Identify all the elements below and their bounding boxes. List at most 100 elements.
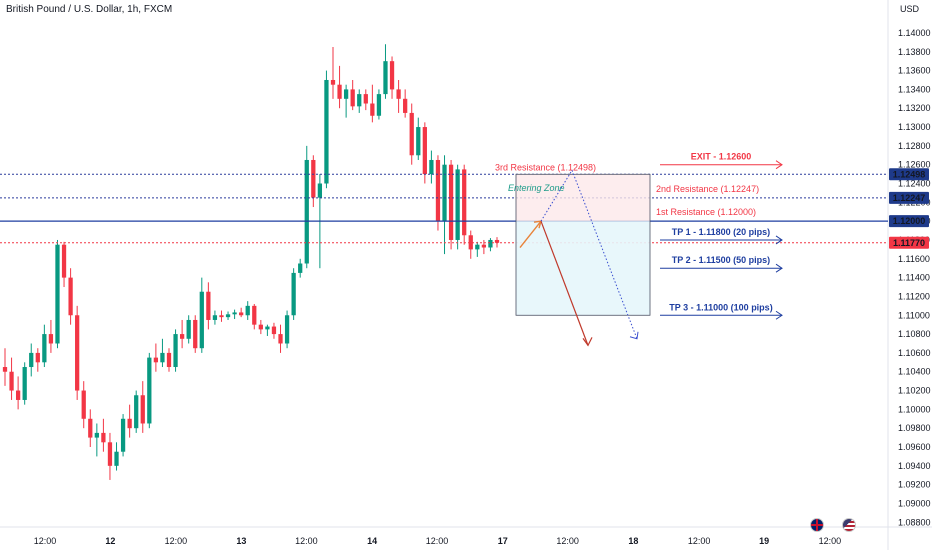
candle-body xyxy=(383,61,388,95)
candle-body xyxy=(147,357,152,424)
candle-body xyxy=(494,239,500,243)
price-tag-text: 1.11770 xyxy=(893,238,925,248)
candle-body xyxy=(396,89,401,99)
price-tag xyxy=(889,191,929,204)
candle-body xyxy=(88,418,93,438)
target-label: TP 2 - 1.11500 (50 pips) xyxy=(672,255,770,265)
y-tick-label: 1.10600 xyxy=(898,348,931,358)
resistance-3-label: 3rd Resistance (1.12498) xyxy=(495,162,596,172)
candle-body xyxy=(462,169,467,236)
y-tick-label: 1.12400 xyxy=(898,179,931,189)
y-tick-label: 1.09200 xyxy=(898,480,931,490)
candle-body xyxy=(22,367,27,400)
x-tick-label: 18 xyxy=(628,536,638,546)
candle-body xyxy=(107,442,113,466)
candle-body xyxy=(298,263,303,273)
price-tag xyxy=(889,215,929,228)
arrow-dotted-up xyxy=(540,170,573,222)
y-tick-label: 1.09800 xyxy=(898,423,931,433)
price-tag-text: 1.12498 xyxy=(893,169,926,179)
chart-title: British Pound / U.S. Dollar, 1h, FXCM xyxy=(6,4,173,15)
candle-body xyxy=(199,291,204,349)
zone-lower xyxy=(516,221,650,316)
zone-border xyxy=(515,173,651,316)
y-tick-label: 1.11600 xyxy=(898,254,930,264)
candle-body xyxy=(2,367,8,372)
candle-body xyxy=(186,319,191,339)
y-tick-label: 1.13000 xyxy=(898,122,931,132)
candle-body xyxy=(422,127,427,175)
currency-label: USD xyxy=(900,4,920,14)
candle-body xyxy=(481,244,487,248)
candle-body xyxy=(409,112,414,156)
candle-body xyxy=(435,159,441,222)
y-tick-label: 1.11000 xyxy=(898,310,930,320)
y-tick-label: 1.08800 xyxy=(898,517,931,527)
x-tick-label: 12:00 xyxy=(556,536,579,546)
candle-body xyxy=(350,89,355,107)
target-label: TP 1 - 1.11800 (20 pips) xyxy=(672,227,770,237)
candle-body xyxy=(81,390,86,419)
candle-body xyxy=(304,159,309,264)
y-tick-label: 1.09400 xyxy=(898,461,931,471)
candle-body xyxy=(219,315,224,318)
target-arrowhead xyxy=(775,310,783,320)
y-tick-label: 1.12600 xyxy=(898,160,931,170)
candle-body xyxy=(29,352,34,368)
x-tick-label: 12:00 xyxy=(688,536,711,546)
candle-body xyxy=(291,272,296,316)
candle-body xyxy=(134,395,139,429)
x-tick-label: 14 xyxy=(367,536,377,546)
candle-body xyxy=(252,305,257,325)
candle-body xyxy=(55,244,60,344)
candle-body xyxy=(376,94,382,116)
candle-body xyxy=(127,418,132,429)
arrow-dotted-head xyxy=(629,331,639,340)
candle-body xyxy=(265,326,270,330)
y-tick-label: 1.10000 xyxy=(898,404,931,414)
target-arrowhead xyxy=(775,235,783,245)
candle-body xyxy=(166,352,172,368)
candle-body xyxy=(442,164,447,222)
x-tick-label: 12 xyxy=(105,536,115,546)
candle-body xyxy=(48,334,54,344)
y-tick-label: 1.10400 xyxy=(898,367,931,377)
candle-body xyxy=(271,326,277,335)
candle-body xyxy=(357,94,362,107)
candle-body xyxy=(232,312,237,315)
candle-body xyxy=(225,314,231,318)
candle-body xyxy=(120,418,126,452)
candle-body xyxy=(68,277,73,316)
candle-body xyxy=(455,169,460,240)
y-tick-label: 1.14000 xyxy=(898,28,931,38)
price-tag xyxy=(889,236,929,249)
candle-body xyxy=(245,305,250,316)
arrow-red-head xyxy=(582,337,593,347)
candle-body xyxy=(448,164,454,240)
candle-body xyxy=(153,357,159,363)
candle-body xyxy=(212,315,218,320)
price-tag-text: 1.12247 xyxy=(893,193,926,203)
y-tick-label: 1.13600 xyxy=(898,66,931,76)
candle-body xyxy=(343,89,349,99)
candle-body xyxy=(363,94,368,104)
candle-body xyxy=(403,98,408,113)
x-tick-label: 13 xyxy=(236,536,246,546)
price-tag xyxy=(889,168,929,181)
y-tick-label: 1.13800 xyxy=(898,47,931,57)
candle-body xyxy=(330,79,336,85)
y-tick-label: 1.10200 xyxy=(898,386,931,396)
candle-body xyxy=(15,390,21,400)
uk-flag-icon[interactable] xyxy=(810,518,824,532)
candle-body xyxy=(389,61,395,90)
target-arrowhead xyxy=(775,263,783,273)
candle-body xyxy=(317,183,323,198)
candle-body xyxy=(179,334,185,339)
candle-body xyxy=(193,319,198,349)
us-flag-icon[interactable] xyxy=(842,518,856,532)
candle-body xyxy=(416,127,421,156)
price-tag-text: 1.12000 xyxy=(893,216,926,226)
candle-body xyxy=(468,235,473,250)
y-tick-label: 1.09600 xyxy=(898,442,931,452)
